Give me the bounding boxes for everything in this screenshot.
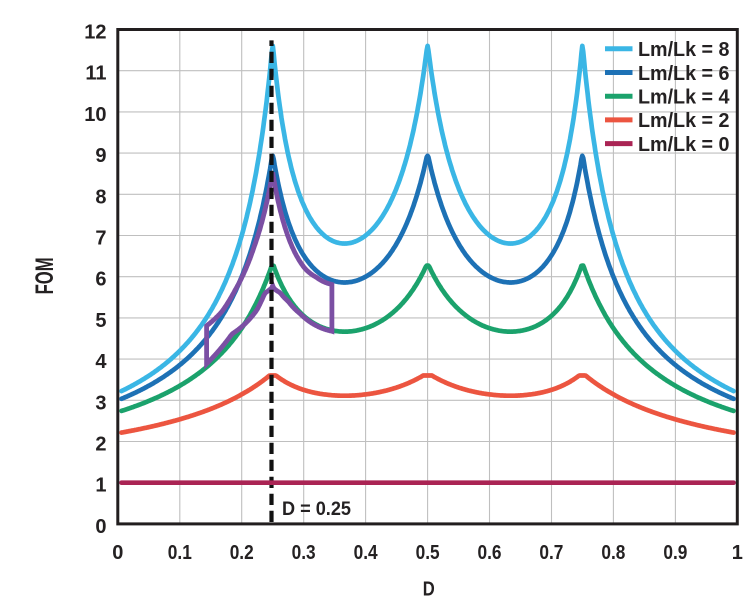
svg-text:3: 3 [95,392,106,414]
svg-text:D = 0.25: D = 0.25 [282,499,351,520]
svg-text:Lm/Lk = 4: Lm/Lk = 4 [638,87,730,109]
svg-text:Lm/Lk = 2: Lm/Lk = 2 [638,110,730,132]
svg-text:2: 2 [95,434,106,456]
svg-text:11: 11 [85,63,106,85]
svg-text:8: 8 [95,186,106,208]
svg-text:6: 6 [95,269,106,291]
svg-text:7: 7 [95,228,106,250]
svg-text:5: 5 [95,310,106,332]
svg-text:10: 10 [84,104,106,126]
svg-text:Lm/Lk = 0: Lm/Lk = 0 [638,134,730,156]
svg-text:FOM: FOM [31,257,59,294]
svg-text:0.8: 0.8 [601,542,625,564]
svg-text:9: 9 [95,145,106,167]
svg-text:0.6: 0.6 [478,542,502,564]
svg-text:Lm/Lk = 8: Lm/Lk = 8 [638,39,730,61]
svg-text:0.3: 0.3 [292,542,316,564]
svg-text:0: 0 [112,542,123,564]
svg-text:0.4: 0.4 [354,542,379,564]
svg-text:0.5: 0.5 [416,542,440,564]
svg-text:1: 1 [95,475,106,497]
svg-text:0.1: 0.1 [168,542,192,564]
svg-text:0.2: 0.2 [230,542,254,564]
svg-text:0.9: 0.9 [663,542,687,564]
svg-text:1: 1 [732,542,743,564]
svg-text:0: 0 [95,516,106,538]
svg-text:4: 4 [95,351,107,373]
svg-text:12: 12 [84,22,106,44]
svg-text:0.7: 0.7 [539,542,563,564]
svg-text:D: D [423,578,435,600]
svg-text:Lm/Lk = 6: Lm/Lk = 6 [638,63,730,85]
